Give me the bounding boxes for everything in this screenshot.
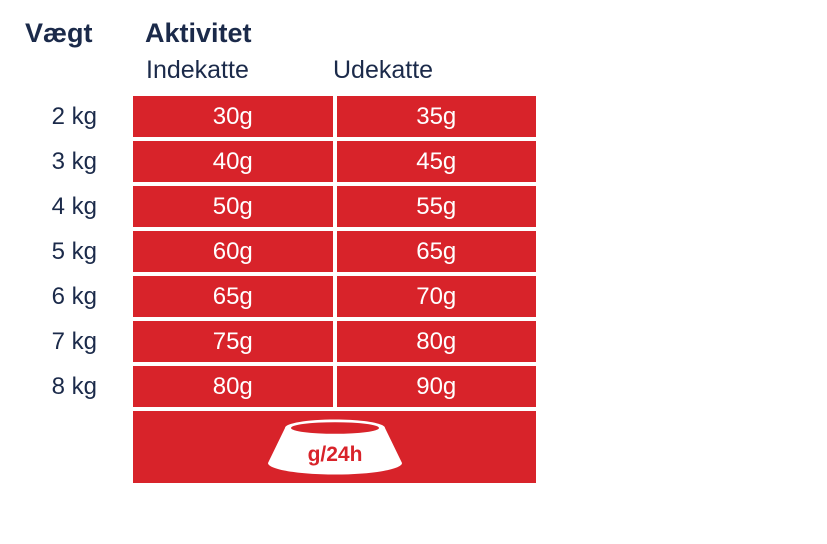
table-footer-row: g/24h xyxy=(0,411,536,483)
outdoor-value-cell: 45g xyxy=(336,141,536,182)
indoor-value-cell: 60g xyxy=(133,231,333,272)
footer-spacer xyxy=(0,411,129,483)
weight-label: 3 kg xyxy=(51,148,97,175)
food-bowl-icon: g/24h xyxy=(267,419,402,475)
indoor-value-cell: 65g xyxy=(133,276,333,317)
outdoor-cats-column-header: Udekatte xyxy=(333,56,434,84)
indoor-cats-column-header: Indekatte xyxy=(146,56,249,84)
indoor-value-cell: 80g xyxy=(133,366,333,407)
outdoor-value-cell: 90g xyxy=(336,366,536,407)
indoor-value-cell: 40g xyxy=(133,141,333,182)
bowl-opening xyxy=(290,422,379,434)
outdoor-value-cell: 65g xyxy=(336,231,536,272)
feeding-table: 2 kg 30g 35g 3 kg 40g 45g 4 kg 50g 55g 5… xyxy=(0,96,536,483)
table-row: 3 kg 40g 45g xyxy=(0,141,536,182)
indoor-value-cell: 50g xyxy=(133,186,333,227)
table-row: 7 kg 75g 80g xyxy=(0,321,536,362)
table-row: 4 kg 50g 55g xyxy=(0,186,536,227)
unit-label: g/24h xyxy=(307,443,362,466)
weight-label: 7 kg xyxy=(51,328,97,355)
weight-label: 5 kg xyxy=(51,238,97,265)
weight-label: 4 kg xyxy=(51,193,97,220)
weight-label: 2 kg xyxy=(51,103,97,130)
indoor-value-cell: 30g xyxy=(133,96,333,137)
weight-column-header: Vægt xyxy=(25,18,93,48)
activity-group-header: Aktivitet xyxy=(145,18,252,48)
table-row: 8 kg 80g 90g xyxy=(0,366,536,407)
weight-label: 8 kg xyxy=(51,373,97,400)
outdoor-value-cell: 35g xyxy=(336,96,536,137)
indoor-value-cell: 75g xyxy=(133,321,333,362)
table-row: 6 kg 65g 70g xyxy=(0,276,536,317)
outdoor-value-cell: 55g xyxy=(336,186,536,227)
outdoor-value-cell: 80g xyxy=(336,321,536,362)
table-row: 5 kg 60g 65g xyxy=(0,231,536,272)
table-row: 2 kg 30g 35g xyxy=(0,96,536,137)
outdoor-value-cell: 70g xyxy=(336,276,536,317)
weight-label: 6 kg xyxy=(51,283,97,310)
unit-banner: g/24h xyxy=(133,411,536,483)
